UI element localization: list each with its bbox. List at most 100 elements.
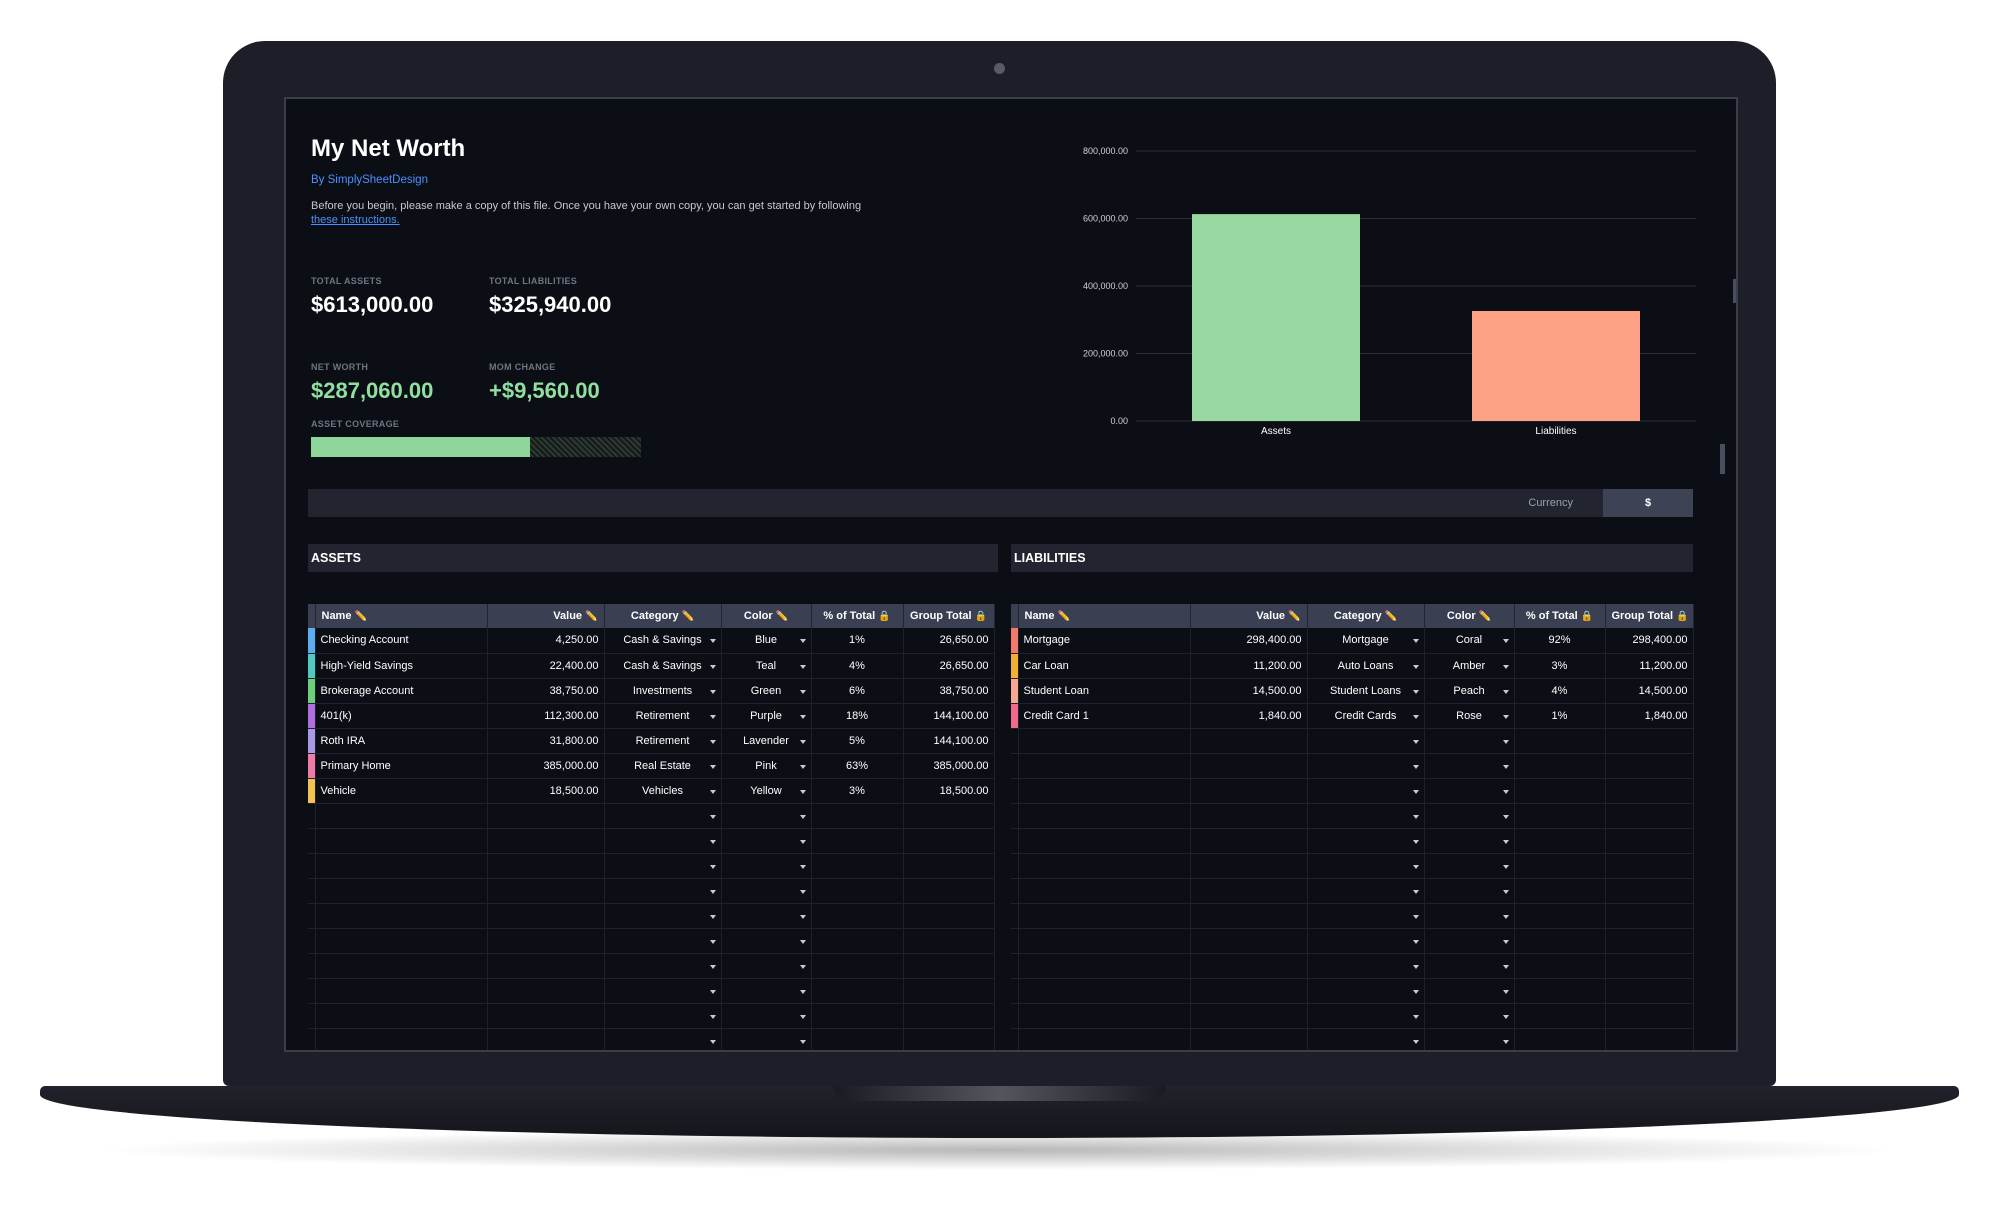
- color-dropdown[interactable]: [721, 1028, 812, 1050]
- color-dropdown[interactable]: Pink: [721, 753, 812, 779]
- category-dropdown[interactable]: [604, 928, 722, 954]
- category-dropdown[interactable]: [1307, 978, 1425, 1004]
- value-cell[interactable]: 11,200.00: [1190, 653, 1308, 679]
- name-cell[interactable]: [315, 878, 488, 904]
- category-dropdown[interactable]: [1307, 828, 1425, 854]
- category-dropdown[interactable]: Real Estate: [604, 753, 722, 779]
- color-dropdown[interactable]: [721, 903, 812, 929]
- value-cell[interactable]: 112,300.00: [487, 703, 605, 729]
- name-cell[interactable]: [1018, 1028, 1191, 1050]
- category-dropdown[interactable]: Retirement: [604, 703, 722, 729]
- category-dropdown[interactable]: [604, 878, 722, 904]
- table-row[interactable]: [308, 803, 995, 829]
- name-cell[interactable]: Student Loan: [1018, 678, 1191, 704]
- value-cell[interactable]: 4,250.00: [487, 628, 605, 654]
- value-cell[interactable]: [487, 878, 605, 904]
- value-cell[interactable]: [1190, 978, 1308, 1004]
- name-cell[interactable]: Mortgage: [1018, 628, 1191, 654]
- category-dropdown[interactable]: [604, 853, 722, 879]
- assets-col-name[interactable]: Name ✏️: [315, 604, 488, 628]
- table-row[interactable]: [1011, 828, 1694, 854]
- value-cell[interactable]: [487, 1028, 605, 1050]
- category-dropdown[interactable]: [604, 1028, 722, 1050]
- scrollbar-thumb-lower[interactable]: [1720, 444, 1725, 474]
- category-dropdown[interactable]: [604, 903, 722, 929]
- name-cell[interactable]: 401(k): [315, 703, 488, 729]
- table-row[interactable]: [308, 978, 995, 1004]
- color-dropdown[interactable]: [721, 1003, 812, 1029]
- value-cell[interactable]: 298,400.00: [1190, 628, 1308, 654]
- category-dropdown[interactable]: Investments: [604, 678, 722, 704]
- table-row[interactable]: [308, 1003, 995, 1029]
- table-row[interactable]: [308, 828, 995, 854]
- table-row[interactable]: [1011, 728, 1694, 754]
- color-dropdown[interactable]: Green: [721, 678, 812, 704]
- category-dropdown[interactable]: [1307, 953, 1425, 979]
- category-dropdown[interactable]: [604, 828, 722, 854]
- color-dropdown[interactable]: [721, 978, 812, 1004]
- bar-assets[interactable]: [1192, 214, 1360, 421]
- table-row[interactable]: [1011, 853, 1694, 879]
- value-cell[interactable]: 38,750.00: [487, 678, 605, 704]
- table-row[interactable]: Brokerage Account 38,750.00 Investments Gre…: [308, 678, 995, 704]
- table-row[interactable]: [308, 928, 995, 954]
- value-cell[interactable]: 385,000.00: [487, 753, 605, 779]
- name-cell[interactable]: [1018, 953, 1191, 979]
- name-cell[interactable]: [1018, 878, 1191, 904]
- color-dropdown[interactable]: [1424, 953, 1515, 979]
- name-cell[interactable]: [1018, 803, 1191, 829]
- category-dropdown[interactable]: Credit Cards: [1307, 703, 1425, 729]
- table-row[interactable]: Roth IRA 31,800.00 Retirement Lavender 5% 144…: [308, 728, 995, 754]
- color-dropdown[interactable]: [1424, 728, 1515, 754]
- value-cell[interactable]: [1190, 753, 1308, 779]
- assets-col-group-total[interactable]: Group Total 🔒: [903, 604, 995, 628]
- color-dropdown[interactable]: [1424, 878, 1515, 904]
- table-row[interactable]: [1011, 1003, 1694, 1029]
- color-dropdown[interactable]: Lavender: [721, 728, 812, 754]
- table-row[interactable]: High-Yield Savings 22,400.00 Cash & Saving…: [308, 653, 995, 679]
- value-cell[interactable]: [487, 803, 605, 829]
- color-dropdown[interactable]: [1424, 1028, 1515, 1050]
- name-cell[interactable]: [315, 928, 488, 954]
- name-cell[interactable]: Credit Card 1: [1018, 703, 1191, 729]
- category-dropdown[interactable]: [604, 978, 722, 1004]
- color-dropdown[interactable]: Peach: [1424, 678, 1515, 704]
- color-dropdown[interactable]: [721, 853, 812, 879]
- name-cell[interactable]: [315, 978, 488, 1004]
- color-dropdown[interactable]: Coral: [1424, 628, 1515, 654]
- table-row[interactable]: Vehicle 18,500.00 Vehicles Yellow 3% 18,500.0…: [308, 778, 995, 804]
- name-cell[interactable]: Vehicle: [315, 778, 488, 804]
- assets-col--of-total[interactable]: % of Total 🔒: [811, 604, 904, 628]
- scrollbar-thumb[interactable]: [1733, 279, 1736, 303]
- name-cell[interactable]: [1018, 728, 1191, 754]
- category-dropdown[interactable]: [604, 953, 722, 979]
- name-cell[interactable]: [1018, 1003, 1191, 1029]
- value-cell[interactable]: [1190, 853, 1308, 879]
- table-row[interactable]: [1011, 778, 1694, 804]
- name-cell[interactable]: Primary Home: [315, 753, 488, 779]
- color-dropdown[interactable]: Purple: [721, 703, 812, 729]
- category-dropdown[interactable]: Retirement: [604, 728, 722, 754]
- name-cell[interactable]: [1018, 753, 1191, 779]
- liabilities-col-color[interactable]: Color ✏️: [1424, 604, 1515, 628]
- value-cell[interactable]: 31,800.00: [487, 728, 605, 754]
- color-dropdown[interactable]: Yellow: [721, 778, 812, 804]
- instructions-link[interactable]: these instructions.: [311, 214, 400, 226]
- color-dropdown[interactable]: Rose: [1424, 703, 1515, 729]
- category-dropdown[interactable]: Auto Loans: [1307, 653, 1425, 679]
- name-cell[interactable]: [315, 1003, 488, 1029]
- color-dropdown[interactable]: [1424, 978, 1515, 1004]
- liabilities-col-name[interactable]: Name ✏️: [1018, 604, 1191, 628]
- category-dropdown[interactable]: Student Loans: [1307, 678, 1425, 704]
- author-link[interactable]: By SimplySheetDesign: [311, 174, 428, 186]
- category-dropdown[interactable]: [1307, 853, 1425, 879]
- value-cell[interactable]: 1,840.00: [1190, 703, 1308, 729]
- category-dropdown[interactable]: Cash & Savings: [604, 628, 722, 654]
- color-dropdown[interactable]: [1424, 903, 1515, 929]
- value-cell[interactable]: [1190, 728, 1308, 754]
- category-dropdown[interactable]: [1307, 878, 1425, 904]
- assets-col-color[interactable]: Color ✏️: [721, 604, 812, 628]
- category-dropdown[interactable]: [1307, 778, 1425, 804]
- color-dropdown[interactable]: Blue: [721, 628, 812, 654]
- table-row[interactable]: [1011, 878, 1694, 904]
